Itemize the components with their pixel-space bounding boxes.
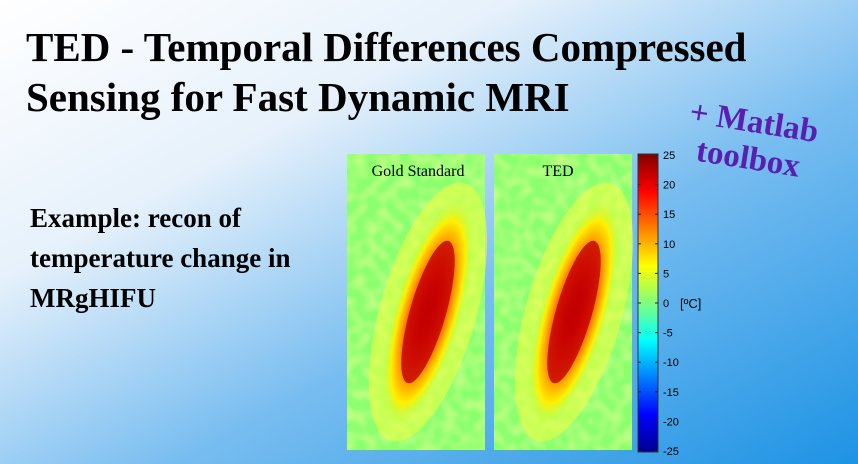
colorbar-tick-label: -15 [663, 387, 679, 399]
colorbar-tick-label: 0 [663, 298, 669, 310]
colorbar-tick-label: 20 [663, 180, 675, 192]
colorbar-tick-label: -20 [663, 416, 679, 428]
ted-panel: TED [494, 154, 634, 450]
colorbar-tick-label: 15 [663, 209, 675, 221]
ted-hotspot [514, 182, 634, 442]
colorbar-tick-label: -25 [663, 446, 679, 458]
gold-standard-panel: Gold Standard [347, 154, 488, 450]
page-title: TED - Temporal Differences Compressed Se… [26, 24, 747, 120]
example-caption: Example: recon of temperature change in … [30, 203, 291, 313]
colorbar-tick-label: 10 [663, 239, 675, 251]
colorbar-tick-label: 25 [663, 150, 675, 162]
colorbar-tick-label: 5 [663, 268, 669, 280]
colorbar-tick-label: -10 [663, 357, 679, 369]
ted-label: TED [542, 163, 573, 180]
colorbar-unit: [ºC] [680, 296, 701, 311]
colorbar: 25 20 15 10 5 0 -5 -10 -15 -20 -25 [ºC] [637, 150, 701, 458]
gold-standard-hotspot [368, 182, 488, 442]
gold-standard-label: Gold Standard [372, 163, 465, 180]
colorbar-tick-label: -5 [663, 328, 673, 340]
